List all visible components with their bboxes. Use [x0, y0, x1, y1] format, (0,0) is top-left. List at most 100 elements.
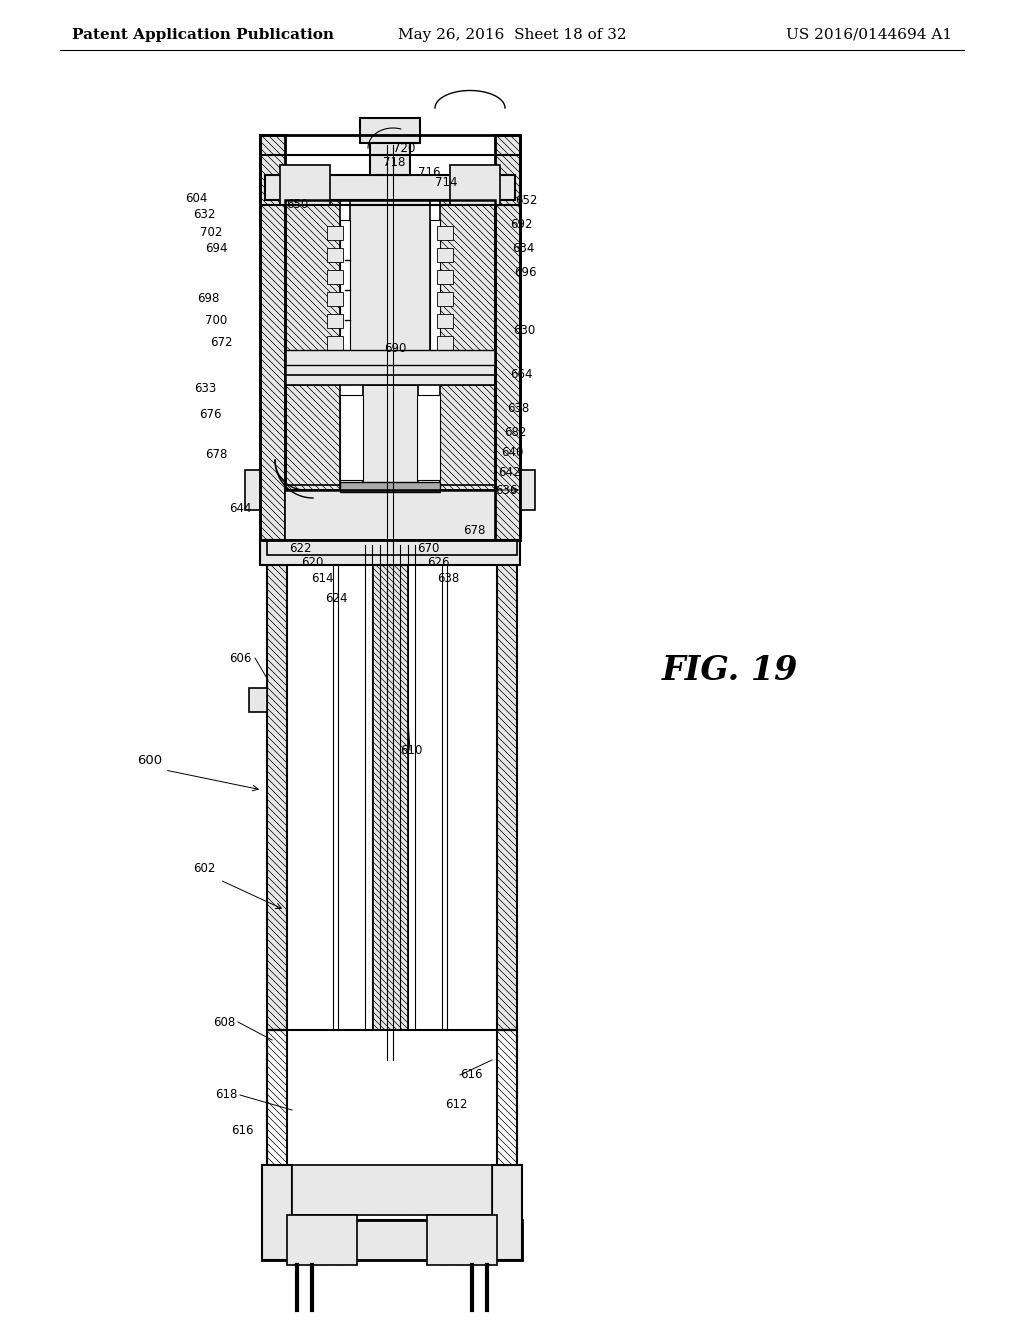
Text: 690: 690 — [384, 342, 407, 355]
Text: 720: 720 — [393, 141, 416, 154]
Bar — [437, 292, 453, 306]
Text: 633: 633 — [194, 381, 216, 395]
Text: 604: 604 — [184, 191, 207, 205]
Text: 632: 632 — [193, 209, 215, 222]
Bar — [262, 1166, 292, 1261]
Text: 626: 626 — [427, 557, 450, 569]
Bar — [327, 271, 343, 284]
Text: May 26, 2016  Sheet 18 of 32: May 26, 2016 Sheet 18 of 32 — [397, 28, 627, 42]
Text: 616: 616 — [460, 1068, 482, 1081]
Bar — [262, 1220, 522, 1261]
Bar — [292, 1166, 492, 1214]
Bar — [327, 226, 343, 240]
Text: 714: 714 — [435, 177, 458, 190]
Bar — [287, 1214, 357, 1265]
Bar — [373, 540, 408, 1030]
Text: 642: 642 — [498, 466, 520, 479]
Text: 606: 606 — [229, 652, 252, 664]
Bar — [520, 470, 535, 510]
Text: 694: 694 — [206, 242, 228, 255]
Bar — [267, 1030, 517, 1220]
Text: Patent Application Publication: Patent Application Publication — [72, 28, 334, 42]
Bar — [495, 135, 520, 540]
Bar — [260, 135, 520, 540]
Text: 636: 636 — [495, 483, 517, 496]
Bar — [340, 482, 440, 492]
Bar — [340, 220, 350, 360]
Text: 618: 618 — [216, 1089, 238, 1101]
Text: 630: 630 — [513, 323, 536, 337]
Bar — [437, 271, 453, 284]
Bar — [370, 139, 410, 176]
Text: 672: 672 — [211, 335, 233, 348]
Text: US 2016/0144694 A1: US 2016/0144694 A1 — [785, 28, 952, 42]
Bar — [267, 1030, 287, 1220]
Text: 678: 678 — [463, 524, 485, 536]
Text: 698: 698 — [198, 292, 220, 305]
Text: 702: 702 — [200, 226, 222, 239]
Text: 700: 700 — [205, 314, 227, 326]
Text: 682: 682 — [504, 425, 526, 438]
Text: 610: 610 — [400, 743, 422, 756]
Text: 616: 616 — [230, 1123, 253, 1137]
Bar — [327, 248, 343, 261]
Bar — [260, 154, 520, 205]
Text: 678: 678 — [206, 449, 228, 462]
Bar — [245, 470, 260, 510]
Bar — [362, 385, 418, 490]
Bar — [440, 385, 495, 490]
Text: FIG. 19: FIG. 19 — [662, 653, 798, 686]
Text: 612: 612 — [445, 1098, 468, 1111]
Text: 644: 644 — [229, 502, 252, 515]
Bar — [430, 220, 440, 360]
Bar — [267, 540, 287, 1030]
Text: 718: 718 — [383, 156, 406, 169]
Bar — [249, 688, 267, 711]
Bar — [285, 385, 340, 490]
Text: 676: 676 — [200, 408, 222, 421]
Bar — [285, 490, 495, 540]
Bar — [440, 201, 495, 380]
Text: 614: 614 — [311, 572, 334, 585]
Bar — [267, 1030, 287, 1220]
Text: 624: 624 — [326, 591, 348, 605]
Text: 608: 608 — [213, 1015, 234, 1028]
Bar — [285, 385, 340, 490]
Bar — [497, 540, 517, 1030]
Bar — [492, 1166, 522, 1261]
Bar — [280, 165, 330, 205]
Text: 640: 640 — [501, 446, 523, 458]
Text: 650: 650 — [286, 198, 308, 211]
Bar — [260, 540, 520, 565]
Bar — [285, 366, 495, 385]
Bar — [285, 201, 495, 490]
Bar — [327, 337, 343, 350]
Bar — [440, 385, 495, 490]
Bar — [327, 314, 343, 327]
Text: 670: 670 — [417, 541, 439, 554]
Bar — [285, 201, 340, 380]
Text: 620: 620 — [301, 557, 323, 569]
Text: 652: 652 — [515, 194, 538, 206]
Text: 696: 696 — [514, 265, 537, 279]
Bar — [417, 395, 440, 480]
Bar — [495, 135, 520, 540]
Bar — [267, 540, 517, 554]
Text: 664: 664 — [510, 368, 532, 381]
Bar — [285, 201, 340, 380]
Bar — [350, 201, 430, 380]
Bar — [437, 248, 453, 261]
Bar — [340, 395, 362, 480]
Bar — [437, 226, 453, 240]
Bar — [437, 314, 453, 327]
Text: 638: 638 — [507, 401, 529, 414]
Bar — [427, 1214, 497, 1265]
Bar — [497, 1030, 517, 1220]
Text: 638: 638 — [437, 572, 459, 585]
Bar — [437, 337, 453, 350]
Bar — [267, 540, 287, 1030]
Bar — [285, 350, 495, 366]
Bar — [360, 117, 420, 143]
Bar — [497, 1030, 517, 1220]
Text: 602: 602 — [193, 862, 215, 874]
